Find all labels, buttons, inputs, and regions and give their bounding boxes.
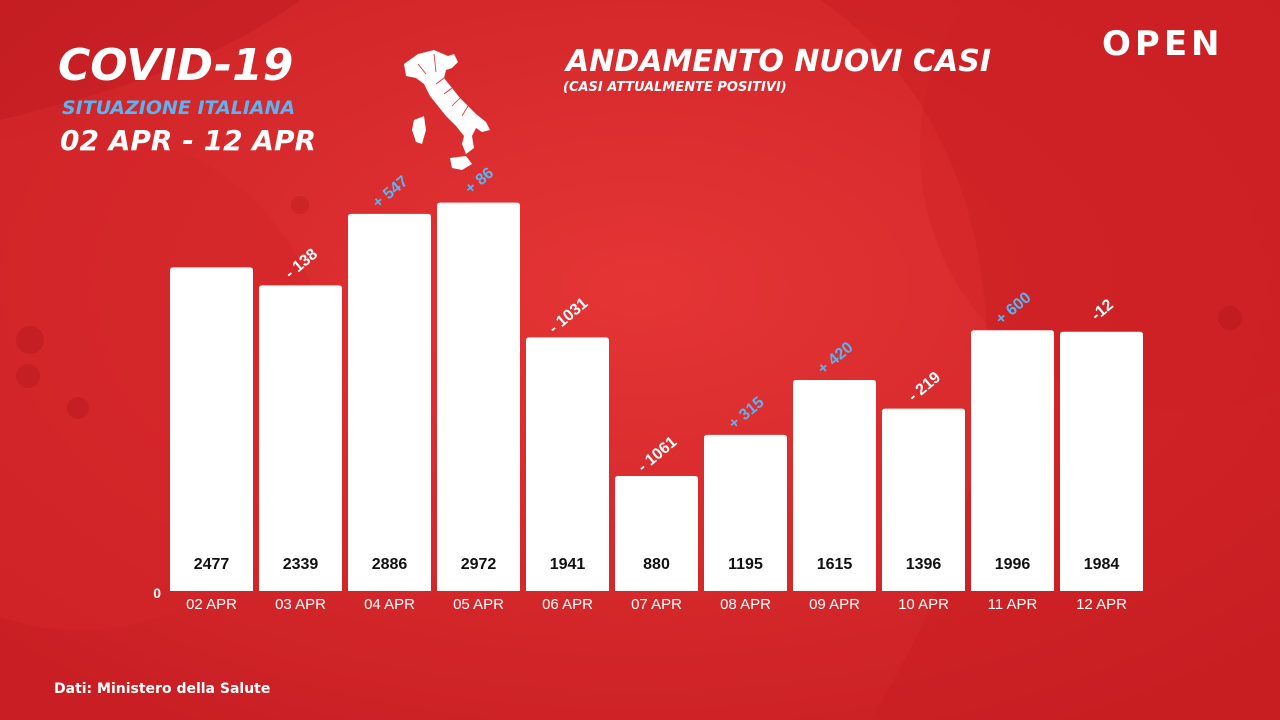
change-label: - 1061 — [635, 433, 681, 475]
bar-value-label: 1941 — [550, 556, 586, 573]
bar — [437, 202, 520, 591]
x-tick-label: 08 APR — [720, 596, 771, 613]
page-subtitle: SITUAZIONE ITALIANA — [62, 97, 296, 119]
x-tick-label: 11 APR — [988, 596, 1038, 613]
bar — [971, 330, 1054, 591]
x-tick-label: 04 APR — [364, 596, 415, 613]
x-tick-label: 05 APR — [453, 596, 504, 613]
bar-value-label: 880 — [643, 556, 670, 573]
bar — [615, 476, 698, 591]
bar-value-label: 2477 — [194, 556, 230, 573]
change-label: + 547 — [370, 173, 412, 212]
x-tick-label: 03 APR — [275, 596, 326, 613]
bar-value-label: 1615 — [817, 556, 853, 573]
italy-map-icon — [404, 50, 490, 170]
x-tick-label: 12 APR — [1076, 596, 1127, 613]
open-logo: OPEN — [1102, 24, 1224, 64]
bar-value-label: 1195 — [728, 556, 763, 573]
x-tick-label: 06 APR — [542, 596, 593, 613]
bar-value-label: 2339 — [283, 556, 319, 573]
bar — [526, 337, 609, 591]
bar-value-label: 1396 — [906, 556, 942, 573]
bar — [793, 379, 876, 591]
bar-value-label: 2886 — [372, 556, 408, 573]
bar — [1060, 331, 1143, 591]
change-label: + 600 — [993, 289, 1035, 328]
x-tick-label: 07 APR — [631, 596, 682, 613]
source-note: Dati: Ministero della Salute — [54, 681, 271, 697]
page-title: COVID-19 — [58, 40, 294, 91]
change-label: - 219 — [905, 369, 944, 406]
bar — [259, 285, 342, 591]
chart-subtitle: (CASI ATTUALMENTE POSITIVI) — [563, 80, 787, 95]
change-label: - 1031 — [546, 295, 592, 337]
bar — [882, 408, 965, 591]
bar — [704, 434, 787, 591]
bar — [348, 213, 431, 591]
y-tick-label: 0 — [153, 585, 161, 601]
bar — [170, 267, 253, 591]
change-label: - 138 — [282, 246, 321, 283]
change-label: -12 — [1088, 296, 1117, 324]
bar-value-label: 2972 — [461, 556, 497, 573]
chart-title: ANDAMENTO NUOVI CASI — [566, 44, 992, 79]
x-tick-label: 09 APR — [809, 596, 860, 613]
x-tick-label: 02 APR — [186, 596, 237, 613]
date-range: 02 APR - 12 APR — [60, 124, 317, 157]
change-label: + 86 — [462, 164, 497, 197]
change-label: + 420 — [815, 339, 857, 378]
change-label: + 315 — [726, 394, 768, 433]
bar-value-label: 1984 — [1084, 556, 1120, 573]
x-tick-label: 10 APR — [898, 596, 949, 613]
bar-value-label: 1996 — [995, 556, 1031, 573]
